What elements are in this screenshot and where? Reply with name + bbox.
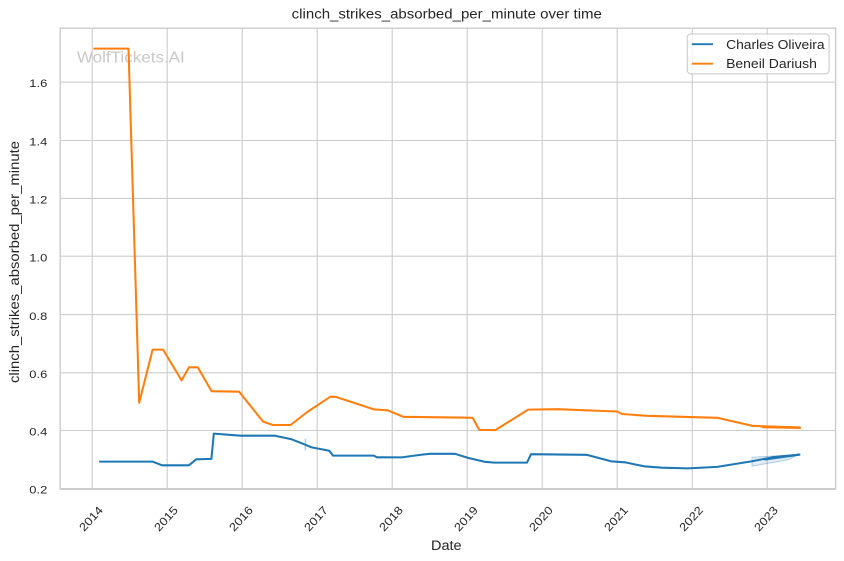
svg-text:0.4: 0.4 [29, 427, 47, 439]
svg-text:Date: Date [431, 538, 462, 553]
svg-text:clinch_strikes_absorbed_per_mi: clinch_strikes_absorbed_per_minute over … [292, 6, 602, 21]
svg-text:WolfTickets.AI: WolfTickets.AI [77, 50, 185, 67]
svg-text:0.2: 0.2 [29, 485, 47, 497]
svg-text:clinch_strikes_absorbed_per_mi: clinch_strikes_absorbed_per_minute [7, 141, 22, 383]
svg-text:1.0: 1.0 [29, 252, 47, 264]
svg-text:1.4: 1.4 [29, 137, 47, 149]
svg-text:1.6: 1.6 [29, 78, 47, 90]
svg-text:0.8: 0.8 [29, 311, 47, 323]
svg-text:1.2: 1.2 [29, 195, 47, 207]
svg-text:Charles Oliveira: Charles Oliveira [726, 37, 825, 52]
svg-text:0.6: 0.6 [29, 369, 47, 381]
svg-text:Beneil Dariush: Beneil Dariush [726, 56, 817, 71]
